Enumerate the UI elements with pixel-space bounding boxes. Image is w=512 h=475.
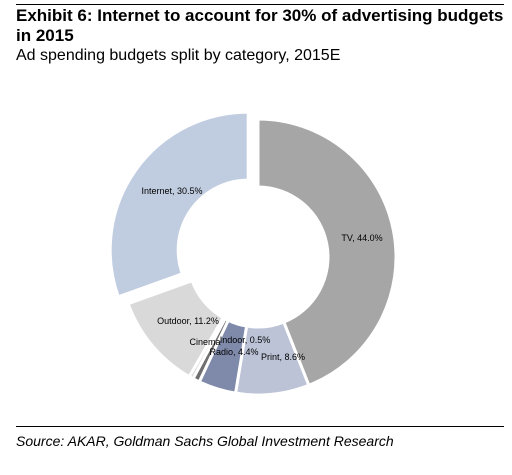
slice-label-internet: Internet, 30.5% — [141, 186, 202, 196]
top-rule — [16, 4, 504, 5]
slice-label-outdoor: Outdoor, 11.2% — [157, 316, 219, 326]
source-note: Source: AKAR, Goldman Sachs Global Inves… — [16, 433, 394, 449]
chart-subtitle: Ad spending budgets split by category, 2… — [16, 47, 341, 64]
slice-label-tv: TV, 44.0% — [341, 233, 382, 243]
slice-outdoor — [126, 278, 226, 379]
chart-title: Exhibit 6: Internet to account for 30% o… — [16, 6, 504, 45]
slice-label-cinema: Cinema — [189, 337, 220, 347]
slice-tv — [256, 117, 398, 388]
slice-label-indoor: Indoor, 0.5% — [220, 335, 271, 345]
slice-internet — [108, 110, 250, 299]
bottom-rule — [16, 426, 504, 427]
slice-label-print: Print, 8.6% — [261, 352, 305, 362]
slice-label-radio: Radio, 4.4% — [209, 347, 258, 357]
